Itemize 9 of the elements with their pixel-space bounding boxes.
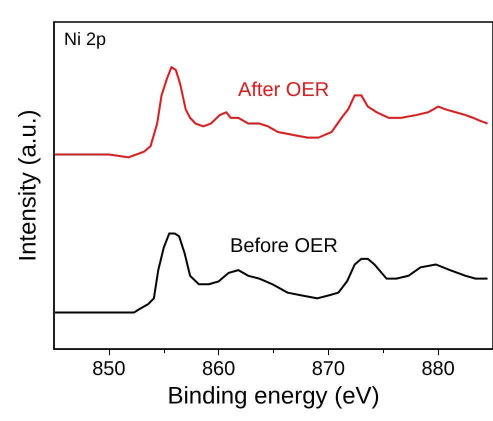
x-tick-label: 850: [92, 358, 126, 380]
text: Ni 2p: [64, 29, 106, 49]
y-axis-title: Intensity (a.u.): [14, 110, 42, 262]
x-tick-label: 860: [202, 358, 236, 380]
series-label: After OER: [238, 79, 330, 101]
x-axis-title: Binding energy (eV): [167, 382, 380, 410]
x-tick-label: 870: [312, 358, 346, 380]
x-tick-label: 880: [421, 358, 455, 380]
series-label: Before OER: [230, 235, 338, 257]
